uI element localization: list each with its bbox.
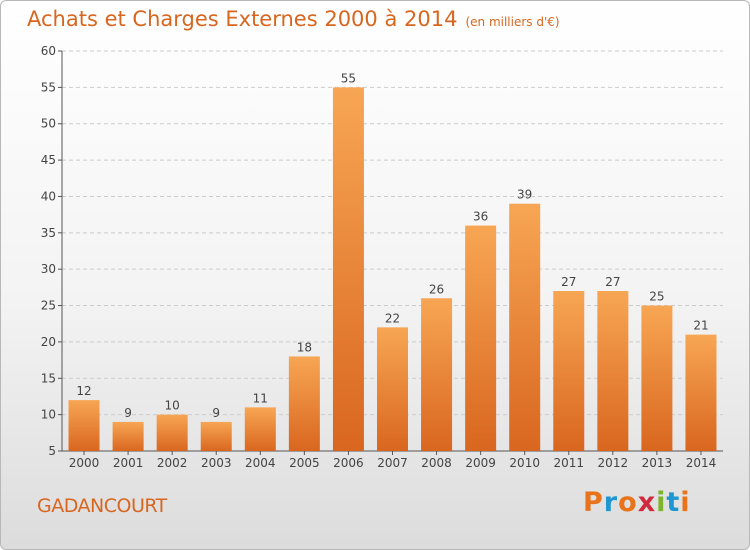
value-label-2008: 26 — [429, 282, 444, 296]
value-label-2009: 36 — [473, 210, 488, 224]
value-label-2010: 39 — [517, 188, 532, 202]
x-tick-label-2014: 2014 — [686, 456, 717, 470]
y-tick-label: 45 — [41, 153, 56, 167]
y-tick-label: 55 — [41, 80, 56, 94]
x-tick-label-2009: 2009 — [465, 456, 496, 470]
value-label-2005: 18 — [297, 340, 312, 354]
y-tick-label: 50 — [41, 117, 56, 131]
chart-subtitle: (en milliers d'€) — [465, 15, 560, 29]
bar-2008 — [421, 298, 453, 451]
chart-title-text: Achats et Charges Externes 2000 à 2014 — [27, 7, 458, 31]
bar-2005 — [288, 356, 320, 451]
bar-2010 — [509, 203, 541, 451]
bar-2014 — [685, 334, 717, 451]
value-label-2007: 22 — [385, 311, 400, 325]
x-tick-label-2013: 2013 — [642, 456, 673, 470]
bar-2000 — [68, 400, 100, 451]
bar-2012 — [597, 291, 629, 451]
y-tick-label: 60 — [41, 44, 56, 58]
bar-2009 — [465, 225, 497, 451]
logo-letter: t — [666, 487, 681, 518]
x-tick-label-2002: 2002 — [157, 456, 188, 470]
logo-letter: x — [637, 487, 657, 518]
bar-2002 — [156, 414, 188, 451]
y-tick-label: 35 — [41, 226, 56, 240]
bar-2013 — [641, 305, 673, 451]
x-tick-label-2010: 2010 — [509, 456, 540, 470]
value-label-2013: 25 — [649, 290, 664, 304]
y-tick-label: 30 — [41, 262, 56, 276]
x-tick-label-2008: 2008 — [421, 456, 452, 470]
value-label-2004: 11 — [253, 391, 268, 405]
x-tick-label-2007: 2007 — [377, 456, 408, 470]
y-tick-label: 10 — [41, 408, 56, 422]
y-tick-label: 15 — [41, 371, 56, 385]
value-label-2011: 27 — [561, 275, 576, 289]
bar-2006 — [332, 87, 364, 451]
x-tick-label-2012: 2012 — [598, 456, 629, 470]
value-label-2002: 10 — [165, 399, 180, 413]
y-tick-label: 25 — [41, 299, 56, 313]
chart-title: Achats et Charges Externes 2000 à 2014 (e… — [27, 7, 560, 31]
bar-2003 — [200, 421, 232, 451]
proxiti-logo: Proxiti — [583, 487, 691, 518]
logo-letter: P — [583, 487, 604, 518]
value-label-2003: 9 — [212, 406, 220, 420]
x-tick-label-2005: 2005 — [289, 456, 320, 470]
logo-letter: i — [680, 487, 691, 518]
commune-name: GADANCOURT — [37, 495, 167, 517]
value-label-2000: 12 — [76, 384, 91, 398]
x-tick-label-2011: 2011 — [553, 456, 584, 470]
value-label-2006: 55 — [341, 71, 356, 85]
value-label-2014: 21 — [693, 319, 708, 333]
x-tick-label-2006: 2006 — [333, 456, 364, 470]
y-tick-label: 40 — [41, 189, 56, 203]
y-tick-label: 5 — [48, 444, 56, 458]
bar-2001 — [112, 421, 144, 451]
x-tick-label-2004: 2004 — [245, 456, 276, 470]
bar-2004 — [244, 407, 276, 451]
logo-letter: r — [603, 487, 619, 518]
logo-letter: i — [656, 487, 667, 518]
x-tick-label-2000: 2000 — [69, 456, 100, 470]
y-tick-label: 20 — [41, 335, 56, 349]
bar-2007 — [377, 327, 408, 451]
logo-letter: o — [618, 487, 638, 518]
x-tick-label-2001: 2001 — [113, 456, 144, 470]
x-tick-label-2003: 2003 — [201, 456, 232, 470]
value-label-2001: 9 — [124, 406, 132, 420]
bar-2011 — [553, 291, 585, 451]
value-label-2012: 27 — [605, 275, 620, 289]
